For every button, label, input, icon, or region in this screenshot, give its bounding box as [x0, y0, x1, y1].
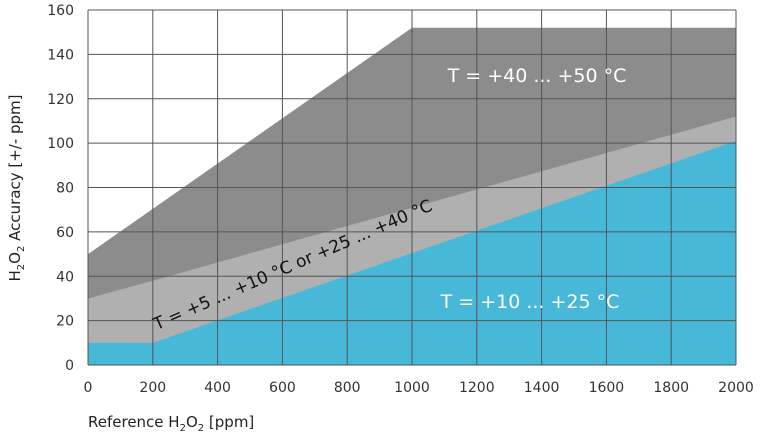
x-tick-label-9: 1800: [653, 380, 689, 396]
x-axis-title: Reference H2O2 [ppm]: [88, 413, 254, 434]
y-tick-label-6: 120: [47, 92, 74, 108]
y-tick-label-5: 100: [47, 136, 74, 152]
y-tick-label-2: 40: [56, 269, 74, 285]
grid-lines: [87, 9, 737, 366]
x-tick-label-0: 0: [84, 380, 93, 396]
x-axis-ticks: 0 200 400 600 800 1000 1200 1400 1600 1800 2000: [84, 380, 754, 396]
y-axis-title: H2O2 Accuracy [+/- ppm]: [6, 94, 27, 281]
x-tick-label-3: 600: [269, 380, 296, 396]
x-tick-label-2: 400: [204, 380, 231, 396]
y-tick-label-3: 60: [56, 225, 74, 241]
y-tick-label-7: 140: [47, 47, 74, 63]
x-tick-label-1: 200: [139, 380, 166, 396]
y-tick-label-0: 0: [65, 358, 74, 374]
y-axis-ticks: 0 20 40 60 80 100 120 140 160: [47, 3, 74, 374]
x-tick-label-4: 800: [334, 380, 361, 396]
x-tick-label-7: 1400: [524, 380, 560, 396]
region-label-high-temp: T = +40 ... +50 °C: [447, 65, 627, 87]
x-tick-label-10: 2000: [718, 380, 754, 396]
region-3: [88, 140, 736, 365]
x-tick-label-8: 1600: [589, 380, 625, 396]
y-tick-label-8: 160: [47, 3, 74, 19]
region-label-room-temp: T = +10 ... +25 °C: [440, 291, 620, 313]
y-tick-label-1: 20: [56, 314, 74, 330]
x-tick-label-5: 1000: [394, 380, 430, 396]
y-tick-label-4: 80: [56, 181, 74, 197]
x-tick-label-6: 1200: [459, 380, 495, 396]
